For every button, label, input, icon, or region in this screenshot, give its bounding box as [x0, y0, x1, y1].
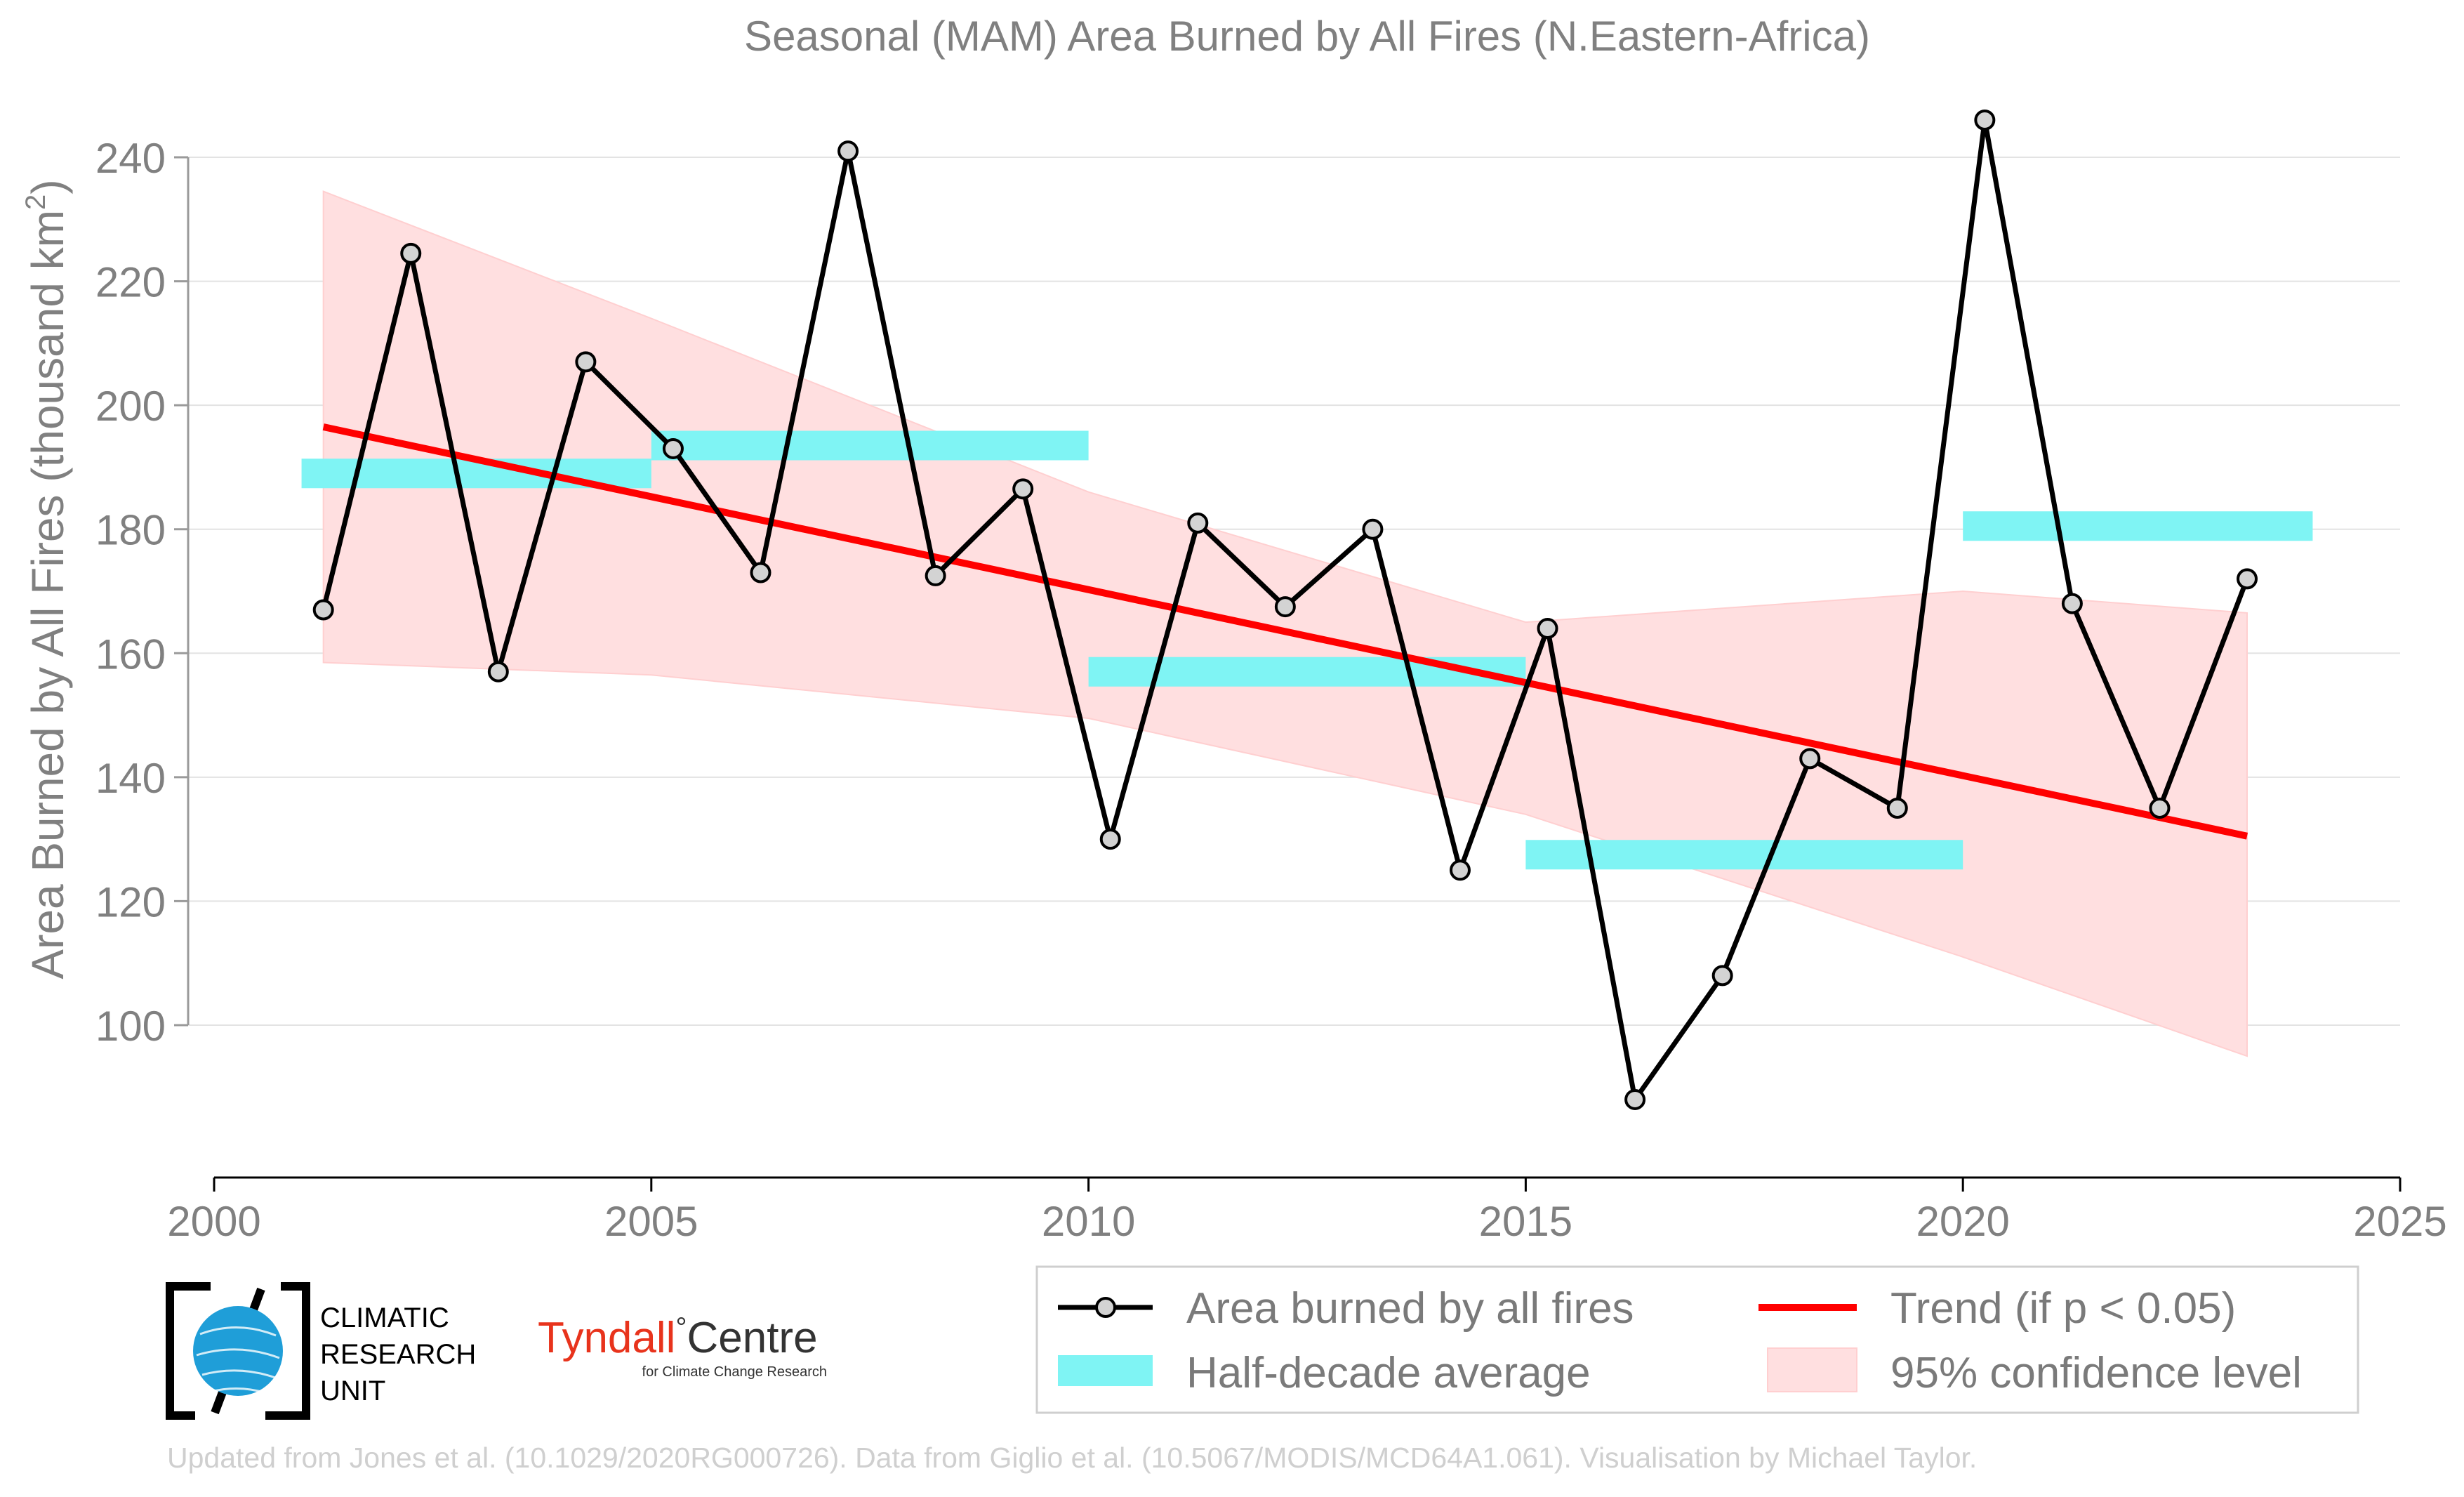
cru-text-line1: CLIMATIC	[320, 1303, 449, 1333]
tyndall-name: Tyndall	[538, 1314, 675, 1362]
data-point-3	[575, 351, 597, 373]
tyndall-degree: °	[675, 1312, 687, 1343]
legend-label-trend: Trend (if p < 0.05)	[1890, 1284, 2236, 1333]
data-point-18	[1886, 798, 1908, 819]
legend-item-area-burned: Area burned by all fires	[1058, 1284, 1634, 1333]
tyndall-subtitle: for Climate Change Research	[642, 1364, 827, 1380]
data-point-15	[1624, 1088, 1646, 1110]
x-tick-label-2010: 2010	[1042, 1198, 1135, 1245]
y-tick-label-160: 160	[95, 631, 166, 678]
y-axis-label-main: Area Burned by All Fires (thousand km	[22, 210, 73, 980]
data-point-14	[1537, 617, 1558, 639]
data-point-7	[925, 565, 946, 586]
legend-item-half-decade: Half-decade average	[1058, 1349, 1591, 1397]
y-tick-label-140: 140	[95, 755, 166, 802]
data-point-6	[837, 140, 859, 162]
cru-text-line3: UNIT	[320, 1376, 385, 1406]
tyndall-wordmark: Tyndall°Centre	[538, 1312, 818, 1362]
y-tick-label-120: 120	[95, 878, 166, 925]
data-point-22	[2237, 568, 2258, 590]
data-marker-layer	[312, 110, 2258, 1110]
trend-layer	[322, 423, 2248, 840]
data-point-16	[1711, 965, 1733, 987]
cru-logo-frame	[166, 1282, 211, 1420]
chart-title: Seasonal (MAM) Area Burned by All Fires …	[744, 13, 1870, 60]
x-tick-label-2015: 2015	[1479, 1198, 1572, 1245]
tyndall-logo: Tyndall°Centre for Climate Change Resear…	[538, 1312, 827, 1380]
data-point-2	[487, 661, 509, 682]
legend: Area burned by all fires Trend (if p < 0…	[1035, 1265, 2359, 1414]
credits-text: Updated from Jones et al. (10.1029/2020R…	[167, 1442, 1977, 1474]
legend-label-confidence: 95% confidence level	[1890, 1349, 2302, 1397]
y-tick-label-240: 240	[95, 135, 166, 182]
y-axis-label-close: )	[22, 179, 73, 194]
data-point-8	[1012, 478, 1034, 500]
data-point-13	[1449, 859, 1471, 881]
legend-box	[1035, 1265, 2359, 1414]
data-point-11	[1274, 596, 1296, 618]
legend-half-decade-swatch	[1058, 1355, 1153, 1386]
data-point-4	[662, 437, 684, 459]
legend-item-confidence: 95% confidence level	[1767, 1347, 2302, 1397]
y-tick-label-200: 200	[95, 383, 166, 430]
y-ticks: 100 120 140 160 180 200 220 240	[95, 135, 188, 1050]
legend-label-half-decade: Half-decade average	[1186, 1349, 1591, 1397]
data-point-19	[1974, 110, 1996, 131]
data-point-0	[312, 599, 334, 621]
data-point-21	[2149, 798, 2171, 819]
trend-line	[322, 423, 2248, 840]
x-tick-label-2025: 2025	[2353, 1198, 2446, 1245]
y-axis-label-superscript: 2	[20, 194, 51, 210]
data-point-9	[1099, 829, 1121, 850]
legend-marker-swatch	[1095, 1297, 1116, 1318]
cru-logo: CLIMATIC RESEARCH UNIT	[166, 1282, 476, 1420]
x-ticks: 2000 2005 2010 2015 2020 2025	[167, 1178, 2447, 1245]
data-point-17	[1799, 748, 1821, 770]
legend-item-trend: Trend (if p < 0.05)	[1758, 1284, 2236, 1333]
x-tick-label-2000: 2000	[167, 1198, 260, 1245]
y-axis-label: Area Burned by All Fires (thousand km2)	[20, 179, 73, 979]
cru-text-line2: RESEARCH	[320, 1339, 476, 1370]
cru-globe-lines	[196, 1326, 280, 1394]
half-decade-layer	[301, 430, 2313, 870]
legend-label-area-burned: Area burned by all fires	[1186, 1284, 1634, 1333]
data-point-12	[1362, 518, 1384, 540]
y-tick-label-220: 220	[95, 259, 166, 306]
cru-logo-frame-right	[265, 1282, 310, 1420]
data-point-20	[2061, 593, 2083, 614]
data-point-10	[1187, 512, 1209, 534]
data-point-1	[400, 242, 422, 264]
data-point-5	[750, 562, 771, 583]
x-tick-label-2020: 2020	[1916, 1198, 2009, 1245]
cru-globe-icon	[193, 1306, 283, 1396]
legend-confidence-swatch	[1767, 1347, 1857, 1392]
tyndall-centre: Centre	[687, 1314, 817, 1362]
y-tick-label-100: 100	[95, 1003, 166, 1050]
y-tick-label-180: 180	[95, 507, 166, 554]
x-tick-label-2005: 2005	[604, 1198, 698, 1245]
